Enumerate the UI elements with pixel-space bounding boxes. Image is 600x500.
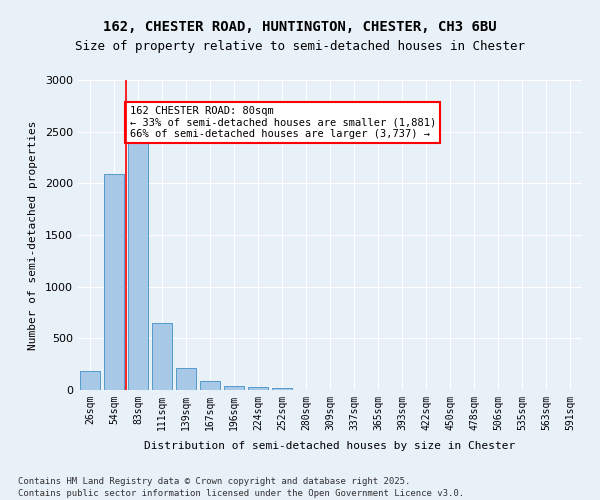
X-axis label: Distribution of semi-detached houses by size in Chester: Distribution of semi-detached houses by … [145, 441, 515, 451]
Text: Contains public sector information licensed under the Open Government Licence v3: Contains public sector information licen… [18, 489, 464, 498]
Bar [80, 371, 100, 390]
Bar [152, 323, 172, 390]
Text: 162, CHESTER ROAD, HUNTINGTON, CHESTER, CH3 6BU: 162, CHESTER ROAD, HUNTINGTON, CHESTER, … [103, 20, 497, 34]
Text: Size of property relative to semi-detached houses in Chester: Size of property relative to semi-detach… [75, 40, 525, 53]
Bar [176, 368, 196, 390]
Bar [248, 388, 268, 390]
Text: Contains HM Land Registry data © Crown copyright and database right 2025.: Contains HM Land Registry data © Crown c… [18, 478, 410, 486]
Bar [224, 386, 244, 390]
Text: 162 CHESTER ROAD: 80sqm
← 33% of semi-detached houses are smaller (1,881)
66% of: 162 CHESTER ROAD: 80sqm ← 33% of semi-de… [130, 106, 436, 139]
Bar [200, 381, 220, 390]
Bar [272, 388, 292, 390]
Y-axis label: Number of semi-detached properties: Number of semi-detached properties [28, 120, 38, 350]
Bar [128, 140, 148, 390]
Bar [104, 174, 124, 390]
